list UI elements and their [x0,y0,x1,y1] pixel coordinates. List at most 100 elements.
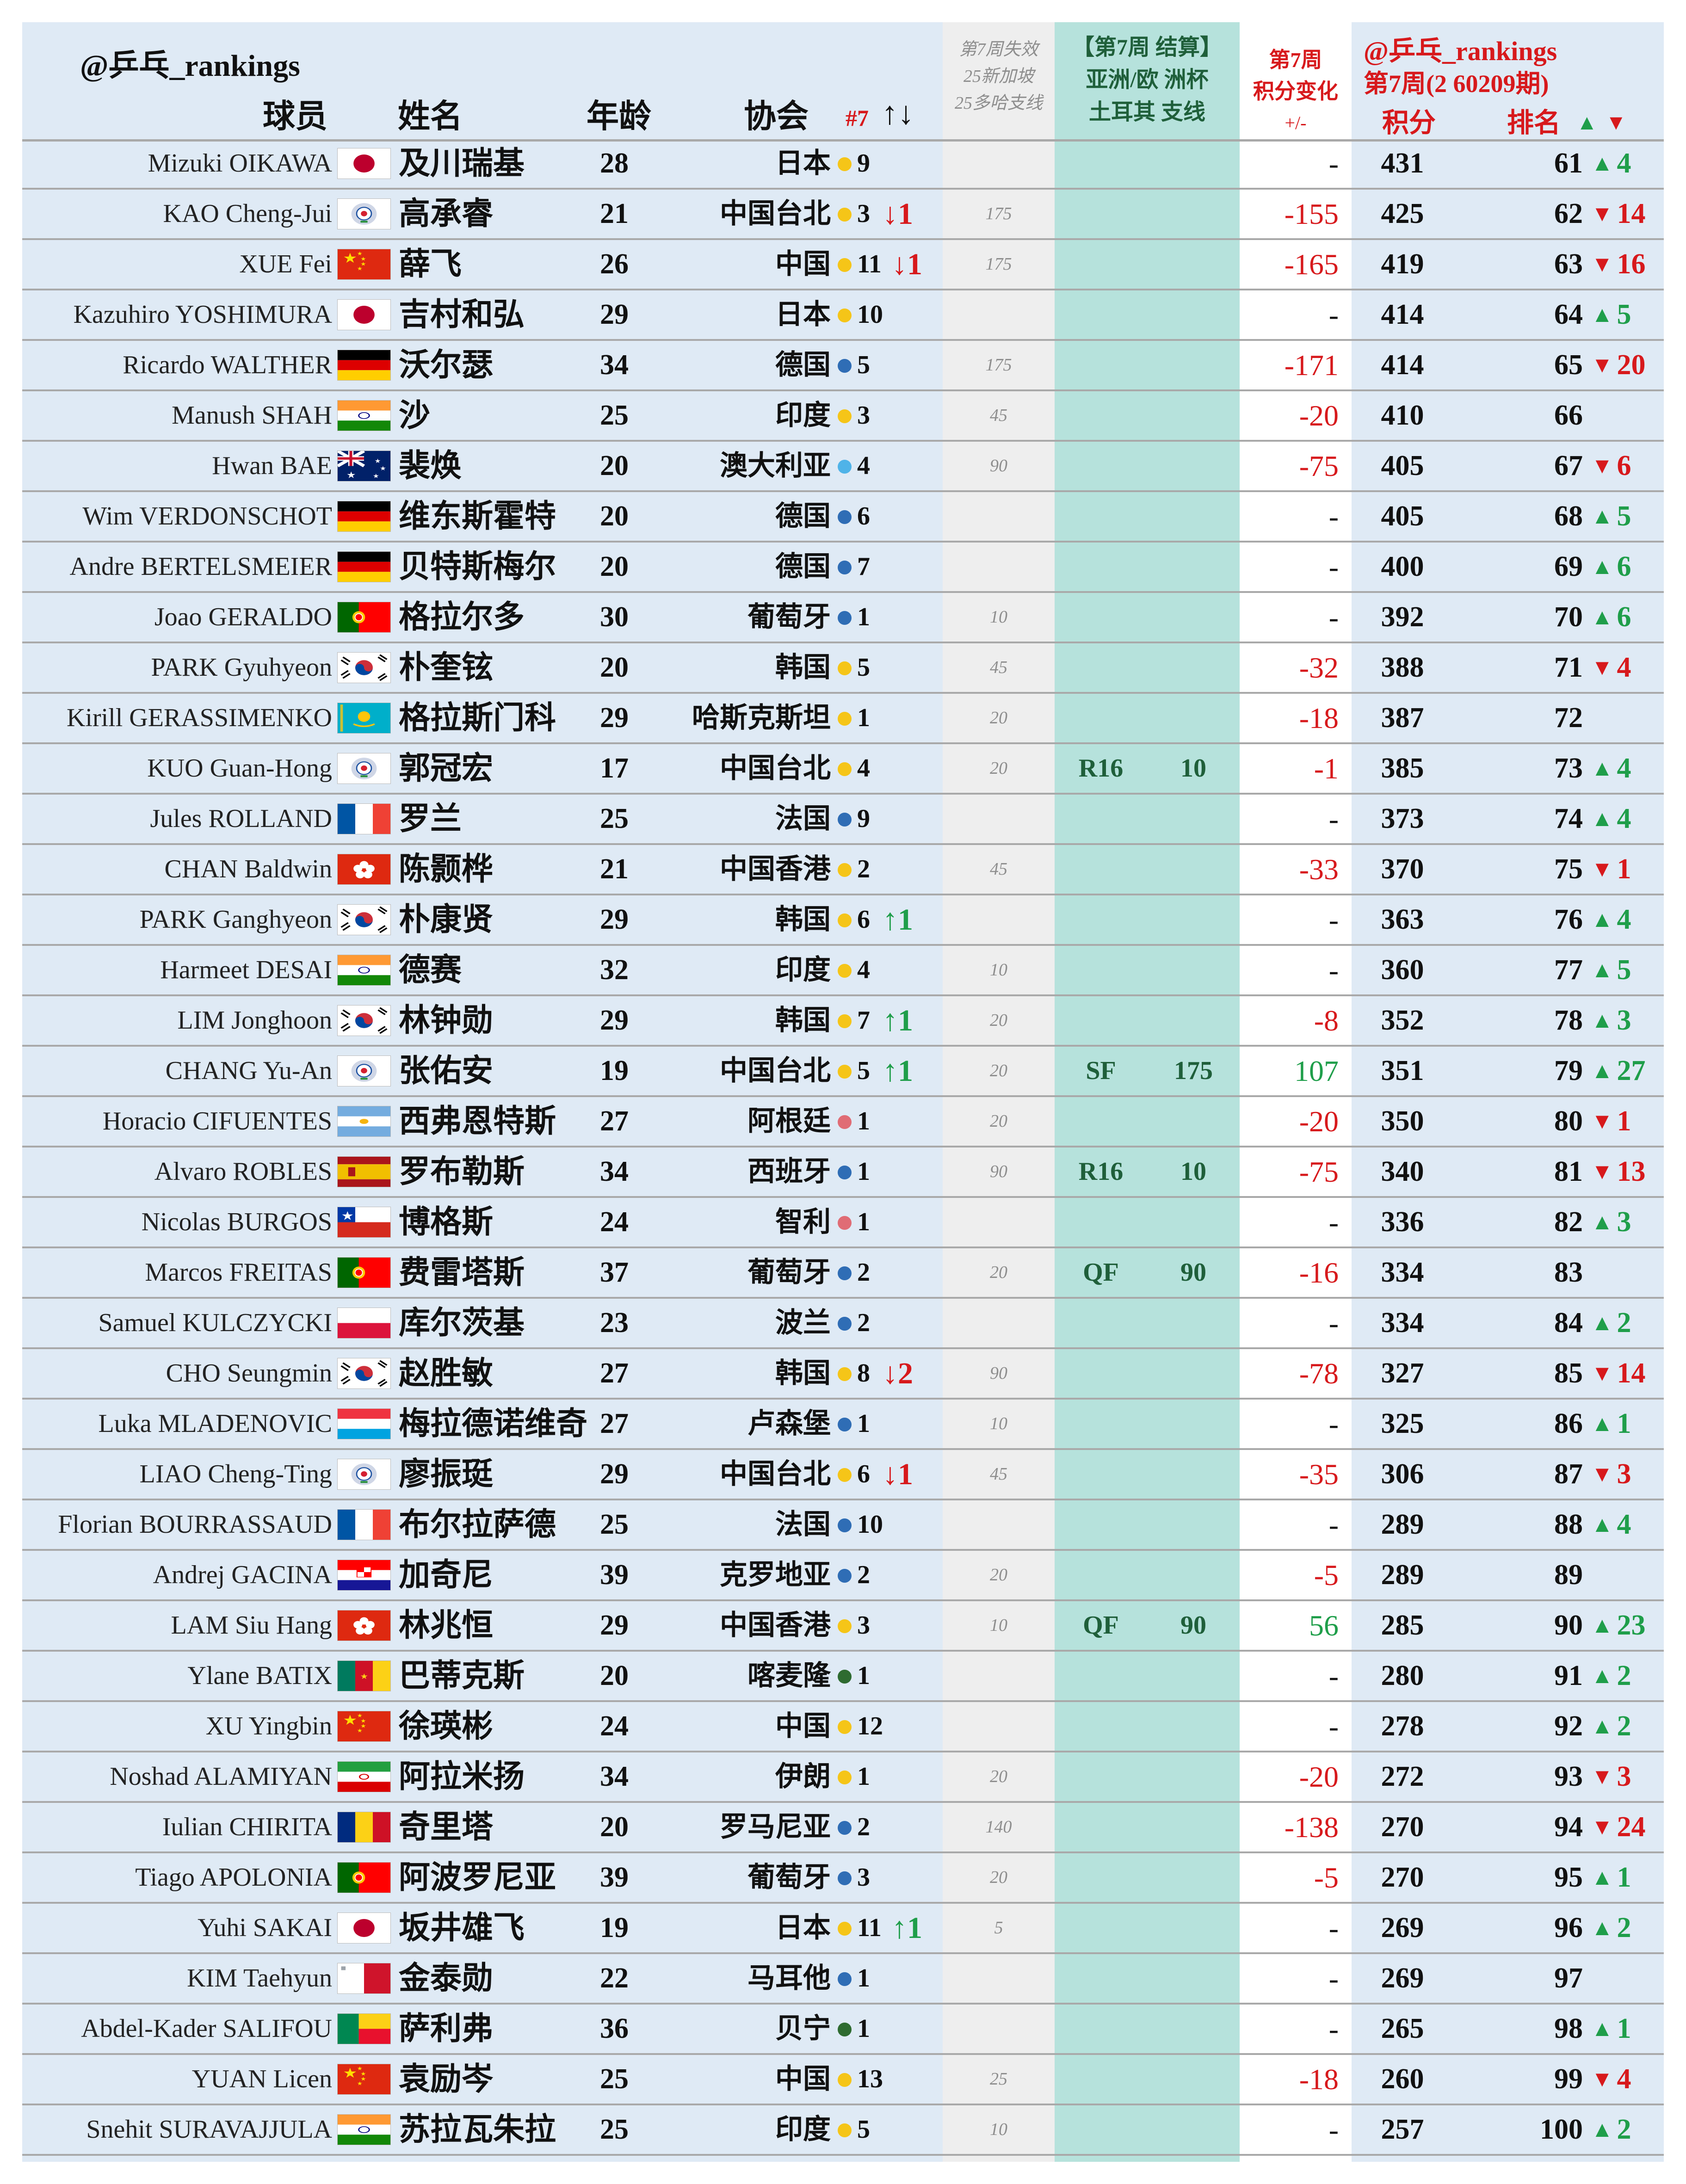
continent-dot-icon [838,1166,852,1179]
continent-dot-icon [838,157,852,171]
world-rank-change: ▼ 14 [1591,1349,1646,1398]
world-rank-change: ▲ 2 [1591,1904,1631,1952]
player-association: 中国 [775,249,831,279]
player-chinese-name: 袁励岑 [399,2061,494,2097]
player-association: 贝宁 [775,2013,831,2044]
player-association: 韩国 [775,1005,831,1036]
player-english-name: PARK Gyuhyeon [151,653,332,682]
player-age: 20 [600,500,629,532]
rank-up-icon: ▲ [1591,807,1613,831]
continent-dot-icon [838,1266,852,1280]
table-row: Wim VERDONSCHOT 维东斯霍特 20 德国 6-405 68 ▲ 5 [22,492,1664,543]
player-english-name: Marcos FREITAS [145,1258,332,1287]
player-age: 39 [600,1862,629,1893]
player-chinese-name: 郭冠宏 [399,751,494,786]
player-chinese-name: 张佑安 [399,1053,494,1088]
flag-cro-icon [338,1560,390,1590]
table-row: Kazuhiro YOSHIMURA 吉村和弘 29 日本 10 - 414 64 ▲ 5 [22,290,1664,341]
table-row: PARK Ganghyeon 朴康贤 29 韩国 6 ↑1 - 363 76 ▲ 4 [22,895,1664,946]
world-rank-change-value: 16 [1617,248,1646,280]
player-english-name: Snehit SURAVAJJULA [86,2115,332,2144]
national-rank: 1 [857,1661,870,1690]
expired-header: 第7周失效 25新加坡 25多哈支线 [943,36,1055,117]
player-chinese-name: 及川瑞基 [399,146,525,181]
continent-dot-icon [838,913,852,927]
world-rank-change-value: 5 [1617,954,1631,986]
flag-lux-icon [338,1409,390,1439]
world-rank-change: ▲ 27 [1591,1047,1646,1095]
player-age: 19 [600,1055,629,1086]
flag-kor-icon [338,653,390,683]
national-rank: 2 [857,1813,870,1841]
player-chinese-name: 裴焕 [399,448,462,483]
player-english-name: Kazuhiro YOSHIMURA [73,300,332,329]
points-change-header-line3: +/- [1285,112,1307,133]
player-english-name: Horacio CIFUENTES [102,1107,332,1135]
player-age: 20 [600,551,629,582]
player-association: 韩国 [775,1358,831,1388]
continent-dot-icon [838,1367,852,1381]
player-association: 中国 [775,1711,831,1741]
national-rank: 1 [857,703,870,732]
svg-text:★: ★ [360,2071,366,2077]
national-rank: 6 [857,1460,870,1488]
player-association: 德国 [775,501,831,531]
world-rank-change-value: 4 [1617,803,1631,834]
ranking-column-band [1352,22,1664,2162]
expired-header-line2: 25新加坡 [963,67,1034,86]
ranking-points: 363 [1381,904,1424,935]
player-association: 法国 [775,803,831,834]
player-association: 哈斯克斯坦 [692,703,831,733]
continent-dot-icon [838,258,852,272]
flag-ind-icon [338,2115,390,2145]
down-triangle-icon: ▼ [1606,111,1627,134]
rank-down-icon: ▼ [1591,202,1613,226]
national-rank: 1 [857,2014,870,2043]
expired-points: 175 [985,204,1012,223]
table-row: LIM Jonghoon 林钟勋 29 韩国 7 ↑1 20 -8 352 78 ▲ 3 [22,996,1664,1047]
player-chinese-name: 梅拉德诺维奇 [399,1406,588,1441]
ranking-points: 325 [1381,1408,1424,1439]
continent-dot-icon [838,460,852,474]
continent-dot-icon [838,1720,852,1734]
points-change: - [1328,2012,1339,2045]
national-rank: 3 [857,1863,870,1892]
rank-up-icon: ▲ [1591,151,1613,176]
tournament-header: 【第7周 结算】 亚洲/欧 洲杯 土耳其 支线 [1055,31,1240,129]
points-change: -20 [1299,1105,1339,1138]
national-rank: 1 [857,1762,870,1791]
world-rank: 73 [1554,753,1583,784]
national-rank: 5 [857,653,870,682]
table-row: Kirill GERASSIMENKO 格拉斯门科 29 哈斯克斯坦 1 20 -18 387… [22,694,1664,744]
expired-header-line1: 第7周失效 [959,40,1038,59]
ranking-points: 269 [1381,1912,1424,1943]
player-english-name: XU Yingbin [205,1712,332,1740]
table-header: @乒乓_rankings 球员 姓名 年龄 协会 #7 ↑↓ 第7周失效 25新… [22,22,1664,142]
player-english-name: Luka MLADENOVIC [98,1409,332,1438]
world-rank: 83 [1554,1257,1583,1288]
national-rank: 3 [857,199,870,228]
player-english-name: Mizuki OIKAWA [148,149,332,178]
world-rank-change: ▼ 16 [1591,240,1646,289]
player-age: 29 [600,702,629,734]
world-rank-change-value: 1 [1617,853,1631,885]
player-age: 34 [600,349,629,381]
continent-dot-icon [838,561,852,574]
world-rank: 90 [1554,1610,1583,1641]
national-rank: 5 [857,351,870,379]
ranking-points: 360 [1381,954,1424,986]
col-age-header: 年龄 [587,99,651,135]
world-rank: 93 [1554,1761,1583,1792]
ranking-points: 289 [1381,1509,1424,1540]
world-rank: 61 [1554,148,1583,179]
player-age: 24 [600,1710,629,1742]
rank-down-icon: ▼ [1591,1361,1613,1386]
national-rank: 2 [857,1258,870,1287]
world-rank-change: ▲ 1 [1591,1853,1631,1902]
expired-header-line3: 25多哈支线 [954,93,1043,113]
world-rank: 94 [1554,1811,1583,1843]
world-rank-change: ▲ 2 [1591,1652,1631,1700]
points-change: 107 [1294,1055,1339,1087]
tournament-points: 175 [1174,1056,1213,1085]
expired-points: 140 [985,1817,1012,1837]
